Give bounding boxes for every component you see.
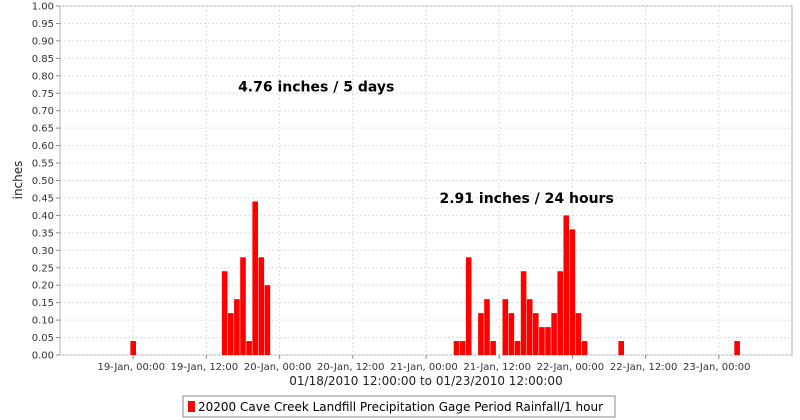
- bar: [551, 313, 557, 355]
- annotations: 4.76 inches / 5 days 2.91 inches / 24 ho…: [238, 79, 614, 207]
- bar: [478, 313, 484, 355]
- x-tick-label: 23-Jan, 00:00: [683, 362, 750, 373]
- rainfall-bars: [130, 201, 740, 355]
- x-tick-label: 22-Jan, 12:00: [610, 362, 677, 373]
- y-tick-label: 0.70: [32, 106, 54, 117]
- bar: [484, 299, 490, 355]
- y-tick-label: 0.90: [32, 36, 54, 47]
- bar: [532, 313, 539, 355]
- grid-lines: [60, 5, 792, 356]
- y-tick-label: 0.10: [32, 316, 54, 327]
- bar: [575, 313, 582, 355]
- y-tick-label: 0.05: [32, 333, 54, 344]
- y-tick-label: 0.20: [32, 281, 54, 292]
- bar: [569, 229, 576, 355]
- bar: [734, 341, 740, 355]
- y-tick-label: 0.75: [32, 89, 54, 100]
- y-tick-label: 0.55: [32, 159, 54, 170]
- x-tick-label: 22-Jan, 00:00: [537, 362, 604, 373]
- bar: [227, 313, 234, 355]
- legend-label: 20200 Cave Creek Landfill Precipitation …: [198, 400, 603, 414]
- bar: [508, 313, 515, 355]
- y-tick-label: 0.50: [32, 176, 54, 187]
- bar: [130, 341, 137, 355]
- y-tick-label: 0.25: [32, 263, 54, 274]
- annotation-total-5-days: 4.76 inches / 5 days: [238, 79, 394, 95]
- bar: [526, 299, 533, 355]
- annotation-total-24-hours: 2.91 inches / 24 hours: [440, 191, 614, 207]
- bar: [563, 215, 570, 355]
- bar: [514, 341, 521, 355]
- bar: [234, 299, 240, 355]
- x-tick-label: 19-Jan, 12:00: [171, 362, 238, 373]
- x-tick-label: 20-Jan, 00:00: [244, 362, 311, 373]
- bar: [581, 341, 588, 355]
- bar: [618, 341, 625, 355]
- x-axis: 19-Jan, 00:00 19-Jan, 12:00 20-Jan, 00:00 2…: [97, 355, 751, 373]
- y-tick-label: 0.60: [32, 141, 54, 152]
- y-tick-label: 0.95: [32, 19, 54, 30]
- bar: [258, 257, 265, 355]
- bar: [520, 271, 527, 355]
- bar: [252, 201, 259, 355]
- y-tick-label: 0.30: [32, 246, 54, 257]
- bar: [557, 271, 564, 355]
- bar: [264, 285, 271, 355]
- bar: [490, 341, 496, 355]
- y-axis-title: inches: [11, 161, 25, 200]
- x-tick-label: 21-Jan, 00:00: [390, 362, 457, 373]
- legend-box: [182, 395, 616, 418]
- x-tick-label: 19-Jan, 00:00: [97, 362, 164, 373]
- x-axis-title: 01/18/2010 12:00:00 to 01/23/2010 12:00:…: [289, 374, 562, 388]
- x-tick-label: 21-Jan, 12:00: [463, 362, 530, 373]
- y-tick-label: 0.65: [32, 124, 54, 135]
- y-tick-label: 0.35: [32, 228, 54, 239]
- y-tick-label: 0.00: [32, 351, 54, 362]
- bar: [453, 341, 460, 355]
- legend-swatch: [188, 401, 195, 412]
- y-tick-label: 0.80: [32, 71, 54, 82]
- bar: [465, 257, 472, 355]
- y-tick-label: 1.00: [32, 2, 54, 13]
- y-tick-label: 0.40: [32, 211, 54, 222]
- bar: [246, 341, 252, 355]
- x-tick-label: 20-Jan, 12:00: [317, 362, 384, 373]
- y-axis: 0.00 0.05 0.10 0.15 0.20 0.25 0.30 0.35 0.40 0.45…: [32, 2, 60, 362]
- y-tick-label: 0.15: [32, 298, 54, 309]
- bar: [545, 327, 551, 355]
- y-tick-label: 0.45: [32, 193, 54, 204]
- bar: [221, 271, 228, 355]
- bar: [459, 341, 466, 355]
- bar: [539, 327, 545, 355]
- bar: [240, 257, 246, 355]
- y-tick-label: 0.85: [32, 54, 54, 65]
- bar: [502, 299, 509, 355]
- legend: 20200 Cave Creek Landfill Precipitation …: [182, 395, 616, 418]
